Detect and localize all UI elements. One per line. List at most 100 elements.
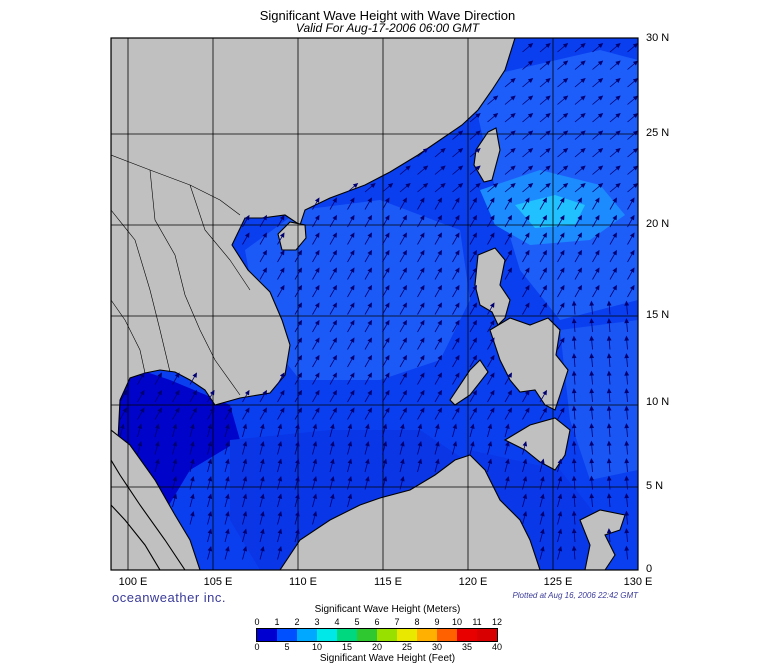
arrow-head <box>562 130 569 136</box>
arrow-head <box>435 458 440 464</box>
arrow-head <box>632 43 638 49</box>
arrow-head <box>454 284 460 291</box>
arrow-head <box>279 232 285 238</box>
arrow-head <box>624 353 630 359</box>
arrow-head <box>242 528 248 534</box>
arrow-head <box>454 302 460 308</box>
feet-tick-label: 40 <box>491 642 502 652</box>
arrow-head <box>542 284 547 291</box>
wave-direction-arrows <box>119 43 638 560</box>
arrow-head <box>571 510 577 516</box>
arrow-head <box>387 183 394 189</box>
arrow-head <box>174 372 180 378</box>
arrow-head <box>314 337 320 343</box>
arrow-head <box>457 130 464 136</box>
arrow-head <box>422 183 429 189</box>
arrow-head <box>606 318 612 324</box>
arrow-head <box>629 249 635 256</box>
arrow-head <box>437 267 442 273</box>
arrow-head <box>332 319 337 326</box>
arrow-head <box>594 249 600 256</box>
arrow-head <box>260 528 265 534</box>
feet-tick-label: 15 <box>341 642 352 652</box>
colorbar-segment <box>257 629 278 641</box>
arrow-head <box>314 197 320 203</box>
arrow-head <box>589 440 595 446</box>
arrow-head <box>624 318 630 324</box>
arrow-head <box>405 183 411 189</box>
colorbar-title-feet: Significant Wave Height (Feet) <box>319 653 456 664</box>
arrow-head <box>312 475 318 482</box>
arrow-head <box>545 113 551 119</box>
arrow-head <box>454 372 460 378</box>
arrow-head <box>402 232 407 238</box>
arrow-head <box>545 183 551 189</box>
arrow-head <box>457 183 464 189</box>
arrow-head <box>632 183 638 189</box>
colorbar <box>256 628 498 642</box>
arrow-head <box>580 78 586 84</box>
arrow-head <box>435 440 440 447</box>
arrow-head <box>524 284 530 291</box>
arrow-head <box>612 232 617 238</box>
arrow-head <box>571 458 577 464</box>
arrow-head <box>192 372 197 378</box>
arrow-head <box>597 148 604 154</box>
arrow-head <box>277 510 283 517</box>
arrow-head <box>629 232 635 238</box>
arrow-head <box>475 113 481 119</box>
arrow-head <box>384 197 390 203</box>
arrow-head <box>400 423 405 429</box>
arrow-head <box>629 197 635 203</box>
arrow-head <box>349 337 355 343</box>
arrow-head <box>295 475 300 482</box>
feet-tick-label: 35 <box>461 642 472 652</box>
arrow-head <box>624 528 630 534</box>
land-masses <box>111 38 626 570</box>
arrow-head <box>589 370 595 376</box>
arrow-head <box>580 95 586 101</box>
medium-southeast <box>560 320 638 480</box>
arrow-head <box>365 475 370 482</box>
arrow-head <box>402 372 407 378</box>
arrow-head <box>545 95 551 101</box>
arrow-head <box>540 493 545 499</box>
arrow-head <box>540 458 545 464</box>
arrow-head <box>454 197 460 203</box>
arrow-head <box>557 475 563 482</box>
arrow-head <box>297 249 302 256</box>
arrow-head <box>571 440 577 446</box>
arrow-head <box>314 354 320 361</box>
arrow-head <box>260 475 265 482</box>
arrow-head <box>332 354 337 361</box>
feet-tick-label: 5 <box>284 642 290 652</box>
arrow-head <box>332 407 337 413</box>
arrow-head <box>489 389 495 396</box>
arrow-head <box>571 493 577 499</box>
arrow-head <box>352 183 359 189</box>
arrow-head <box>419 232 425 238</box>
arrow-head <box>277 545 283 552</box>
arrow-head <box>365 423 370 429</box>
arrow-head <box>559 337 565 343</box>
arrow-head <box>297 337 302 343</box>
arrow-head <box>330 423 335 429</box>
arrow-head <box>606 475 612 481</box>
arrow-head <box>527 43 534 49</box>
arrow-head <box>545 165 551 171</box>
meter-tick-label: 3 <box>314 617 320 627</box>
map-frame <box>110 37 639 571</box>
arrow-head <box>487 423 493 429</box>
colorbar-segment <box>477 629 498 641</box>
arrow-head <box>402 337 407 343</box>
arrow-head <box>122 389 127 396</box>
arrow-head <box>580 130 586 136</box>
country-borders <box>111 154 251 396</box>
lat-label-10n: 10 N <box>646 396 670 408</box>
arrow-head <box>577 249 582 256</box>
arrow-head <box>632 113 638 119</box>
land-hainan <box>277 221 307 251</box>
arrow-head <box>472 319 477 326</box>
arrow-head <box>612 267 617 273</box>
arrow-head <box>606 528 612 534</box>
